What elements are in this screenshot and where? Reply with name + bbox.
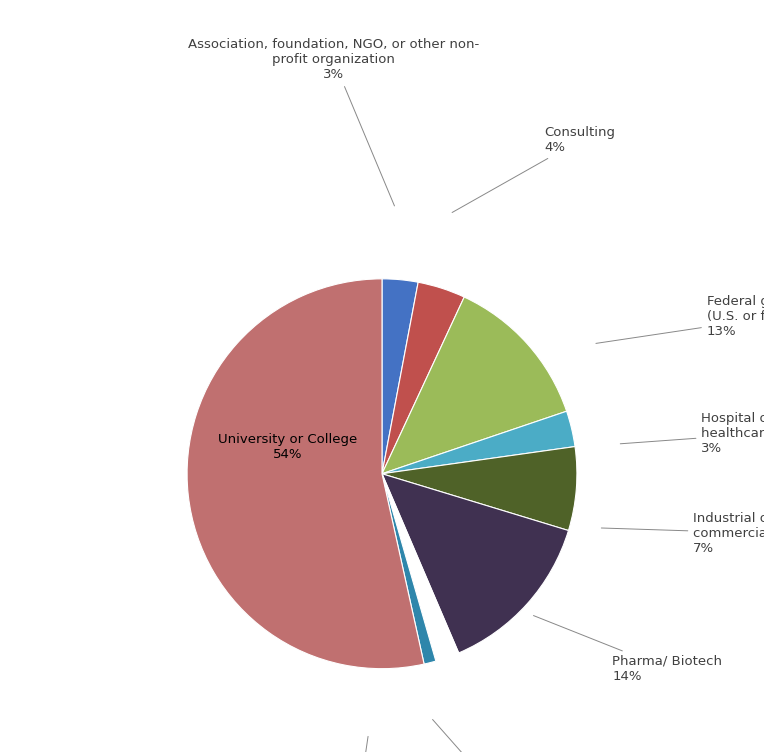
Text: Hospital or other
healthcare provider
3%: Hospital or other healthcare provider 3% <box>620 411 764 455</box>
Wedge shape <box>382 474 435 664</box>
Wedge shape <box>382 297 567 474</box>
Wedge shape <box>382 279 418 474</box>
Text: Consulting
4%: Consulting 4% <box>452 126 616 213</box>
Text: Self-employed
2%: Self-employed 2% <box>432 720 543 752</box>
Wedge shape <box>382 282 465 474</box>
Wedge shape <box>382 474 458 661</box>
Wedge shape <box>382 411 575 474</box>
Text: Industrial or
commercial company
7%: Industrial or commercial company 7% <box>601 512 764 555</box>
Text: Federal government
(U.S. or foreign)
13%: Federal government (U.S. or foreign) 13% <box>596 296 764 344</box>
Wedge shape <box>382 474 568 653</box>
Text: Association, foundation, NGO, or other non-
profit organization
3%: Association, foundation, NGO, or other n… <box>188 38 479 206</box>
Text: Pharma/ Biotech
14%: Pharma/ Biotech 14% <box>533 616 722 683</box>
Wedge shape <box>382 447 577 530</box>
Text: State health
department
1%: State health department 1% <box>314 736 396 752</box>
Wedge shape <box>187 279 424 669</box>
Text: University or College
54%: University or College 54% <box>218 432 357 461</box>
